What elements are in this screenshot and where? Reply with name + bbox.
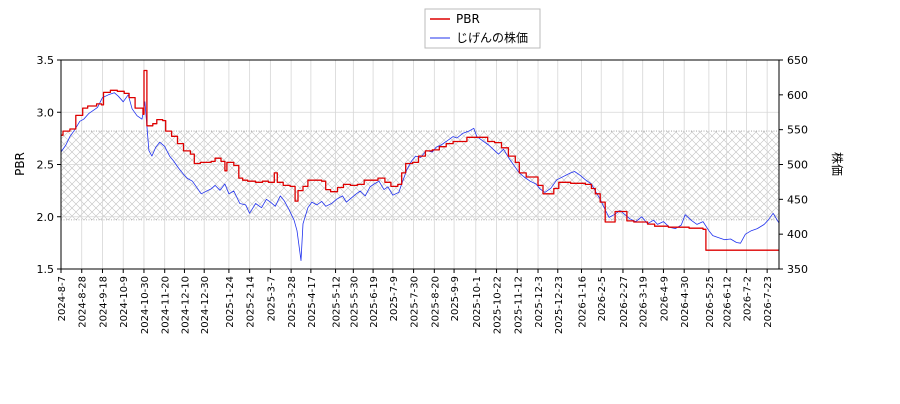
- series-group: [61, 69, 779, 261]
- legend: PBR じげんの株価: [424, 8, 541, 49]
- pbr-series-line: [61, 69, 779, 251]
- x-tick-label: 2024-8-28: [78, 276, 89, 328]
- hatched-band: [61, 131, 779, 220]
- x-tick-label: 2024-10-30: [140, 276, 151, 334]
- x-tick-label: 2025-12-23: [554, 276, 565, 334]
- x-tick-label: 2025-3-28: [287, 276, 298, 328]
- x-tick-label: 2025-2-14: [246, 276, 257, 328]
- x-tick-label: 2025-10-1: [472, 276, 483, 328]
- y-left-tick-label: 2.0: [37, 211, 55, 224]
- x-tick-label: 2026-4-30: [680, 276, 691, 328]
- y-right-tick-label: 500: [787, 159, 808, 172]
- x-tick-label: 2026-3-19: [639, 276, 650, 328]
- y-right-axis-label: 株価: [830, 152, 845, 176]
- x-tick-label: 2026-4-9: [659, 276, 670, 321]
- x-tick-label: 2026-2-27: [619, 276, 630, 328]
- y-right-tick-label: 400: [787, 228, 808, 241]
- legend-label-pbr: PBR: [456, 12, 480, 26]
- x-tick-label: 2024-11-20: [161, 276, 172, 334]
- x-tick-label: 2025-1-24: [225, 276, 236, 328]
- x-tick-label: 2025-8-20: [430, 276, 441, 328]
- x-tick-label: 2024-10-9: [119, 276, 130, 328]
- x-tick-label: 2025-5-12: [332, 276, 343, 328]
- y-left-tick-label: 3.0: [37, 106, 55, 119]
- x-tick-label: 2026-2-5: [597, 276, 608, 321]
- x-tick-label: 2025-6-19: [369, 276, 380, 328]
- x-tick-label: 2026-5-25: [705, 276, 716, 328]
- y-right-tick-label: 600: [787, 89, 808, 102]
- y-left-axis-label: PBR: [13, 152, 27, 176]
- x-tick-label: 2025-11-12: [513, 276, 524, 334]
- x-tick-label: 2026-7-2: [742, 276, 753, 321]
- x-tick-label: 2025-10-22: [493, 276, 504, 334]
- y-left-tick-label: 2.5: [37, 159, 55, 172]
- y-left-tick-label: 1.5: [37, 263, 55, 276]
- x-tick-label: 2024-8-7: [57, 276, 68, 321]
- stock-price-series-line: [61, 92, 779, 261]
- x-tick-label: 2025-7-9: [389, 276, 400, 321]
- legend-box: [424, 8, 541, 49]
- x-tick-label: 2026-1-16: [577, 276, 588, 328]
- x-tick-label: 2025-5-30: [349, 276, 360, 328]
- y-right-tick-label: 550: [787, 124, 808, 137]
- x-tick-label: 2025-12-3: [534, 276, 545, 328]
- y-left-tick-label: 3.5: [37, 54, 55, 67]
- legend-label-stock-price: じげんの株価: [456, 30, 528, 45]
- x-tick-label: 2025-9-9: [450, 276, 461, 321]
- x-tick-label: 2024-12-30: [200, 276, 211, 334]
- y-right-tick-label: 650: [787, 54, 808, 67]
- x-tick-label: 2025-7-30: [410, 276, 421, 328]
- x-tick-label: 2026-6-12: [723, 276, 734, 328]
- x-tick-label: 2025-3-7: [266, 276, 277, 321]
- y-right-tick-label: 450: [787, 193, 808, 206]
- x-tick-label: 2026-7-23: [763, 276, 774, 328]
- x-tick-label: 2025-4-17: [307, 276, 318, 328]
- x-tick-label: 2024-9-18: [98, 276, 109, 328]
- x-tick-label: 2024-12-10: [180, 276, 191, 334]
- y-right-tick-label: 350: [787, 263, 808, 276]
